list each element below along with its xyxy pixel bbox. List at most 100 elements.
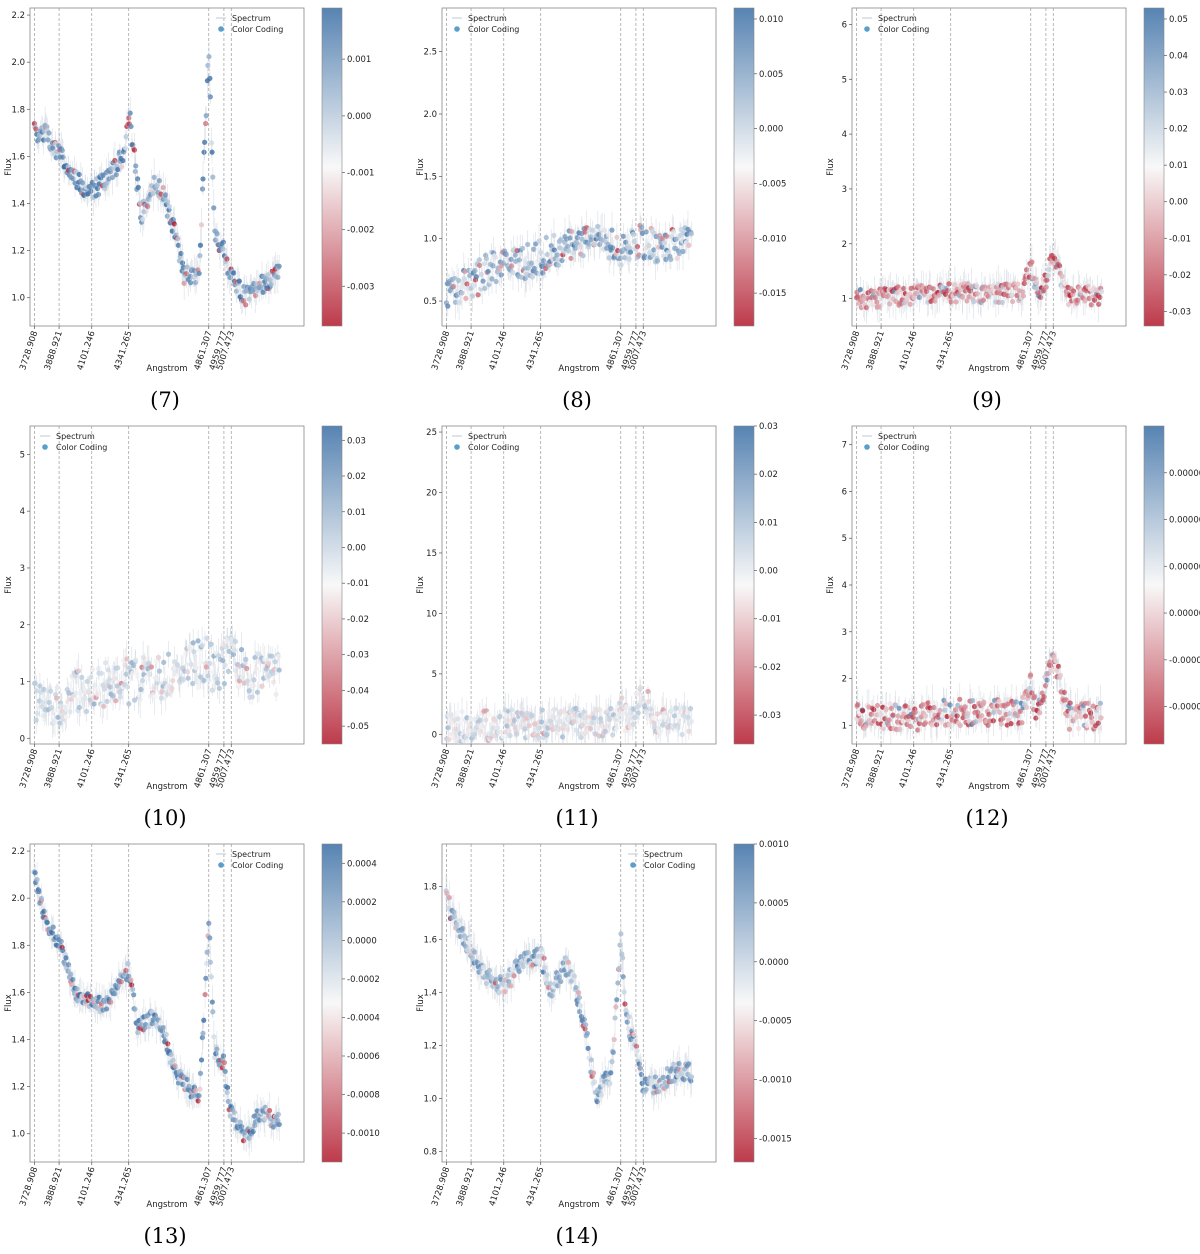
color-point xyxy=(884,706,889,711)
y-tick-label: 1.2 xyxy=(11,247,25,257)
colorbar-tick-label: 0.00 xyxy=(1169,198,1188,208)
color-point xyxy=(619,262,624,267)
color-point xyxy=(63,955,68,960)
color-point xyxy=(975,291,980,296)
y-tick-label: 0 xyxy=(20,734,25,744)
color-point xyxy=(1057,263,1062,268)
color-point xyxy=(447,895,452,900)
y-axis-label: Flux xyxy=(4,994,14,1012)
colorbar xyxy=(734,8,754,326)
colorbar-tick-label: 0.01 xyxy=(347,508,366,518)
color-point xyxy=(517,969,522,974)
color-point xyxy=(227,649,232,654)
legend-color-swatch xyxy=(218,26,224,32)
color-point xyxy=(963,704,968,709)
colorbar-tick-label: -0.0004 xyxy=(347,1013,380,1023)
color-point xyxy=(145,656,150,661)
color-point xyxy=(545,732,550,737)
color-point xyxy=(565,244,570,249)
y-axis-label: Flux xyxy=(416,576,426,594)
color-point xyxy=(686,243,691,248)
color-point xyxy=(271,679,276,684)
color-point xyxy=(686,729,691,734)
color-point xyxy=(877,304,882,309)
color-point xyxy=(151,685,156,690)
x-tick-label: 3888.921 xyxy=(455,748,477,790)
color-point xyxy=(133,163,138,168)
color-point xyxy=(126,701,131,706)
color-point xyxy=(446,737,451,742)
color-point xyxy=(467,721,472,726)
y-tick-label: 3 xyxy=(842,185,847,195)
color-point xyxy=(209,150,214,155)
color-point xyxy=(1028,672,1033,677)
color-point xyxy=(573,985,578,990)
color-point xyxy=(646,243,651,248)
color-point xyxy=(76,668,81,673)
color-point xyxy=(482,286,487,291)
color-point xyxy=(233,639,238,644)
panel-caption: (7) xyxy=(0,388,330,412)
color-point xyxy=(108,1000,113,1005)
color-point xyxy=(203,121,208,126)
y-tick-label: 2 xyxy=(842,675,847,685)
color-point xyxy=(206,54,211,59)
color-point xyxy=(201,1018,206,1023)
color-point xyxy=(185,669,190,674)
colorbar-tick-label: -0.01 xyxy=(347,579,369,589)
color-point xyxy=(277,667,282,672)
color-point xyxy=(965,711,970,716)
colorbar-tick-label: -0.015 xyxy=(759,289,786,299)
color-point xyxy=(34,877,39,882)
legend-color-label: Color Coding xyxy=(232,25,283,34)
color-point xyxy=(580,722,585,727)
colorbar-tick-label: -0.0008 xyxy=(347,1091,380,1101)
color-point xyxy=(493,255,498,260)
colorbar-tick-label: -0.01 xyxy=(1169,234,1191,244)
x-tick-label: 3888.921 xyxy=(43,748,65,790)
color-point xyxy=(607,717,612,722)
x-axis-label: Angstrom xyxy=(146,782,187,792)
color-point xyxy=(123,145,128,150)
color-point xyxy=(539,719,544,724)
color-point xyxy=(581,253,586,258)
colorbar-tick-label: 0.03 xyxy=(1169,88,1188,98)
color-point xyxy=(536,726,541,731)
color-point xyxy=(1096,302,1101,307)
color-point xyxy=(1032,694,1037,699)
colorbar xyxy=(322,844,342,1162)
colorbar-tick-label: -0.0006 xyxy=(347,1052,380,1062)
colorbar-tick-label: 0.001 xyxy=(347,55,371,65)
color-point xyxy=(581,709,586,714)
color-point xyxy=(210,1009,215,1014)
colorbar-tick-label: 0.03 xyxy=(759,422,778,432)
legend-color-label: Color Coding xyxy=(56,443,107,452)
color-point xyxy=(77,705,82,710)
color-point xyxy=(39,896,44,901)
legend-color-swatch xyxy=(42,444,48,450)
color-point xyxy=(213,1051,218,1056)
x-tick-label: 3888.921 xyxy=(455,330,477,372)
x-axis-label: Angstrom xyxy=(558,782,599,792)
y-tick-label: 1.0 xyxy=(423,235,437,245)
color-point xyxy=(157,669,162,674)
color-point xyxy=(913,710,918,715)
color-point xyxy=(152,175,157,180)
y-tick-label: 0.5 xyxy=(423,297,437,307)
color-point xyxy=(886,293,891,298)
color-point xyxy=(525,242,530,247)
color-point xyxy=(569,978,574,983)
color-point xyxy=(1098,715,1103,720)
color-point xyxy=(896,706,901,711)
color-point xyxy=(585,1031,590,1036)
color-point xyxy=(196,1093,201,1098)
y-tick-label: 1.0 xyxy=(11,294,25,304)
legend-spectrum-label: Spectrum xyxy=(878,14,917,23)
color-point xyxy=(33,126,38,131)
color-point xyxy=(169,686,174,691)
color-point xyxy=(627,256,632,261)
